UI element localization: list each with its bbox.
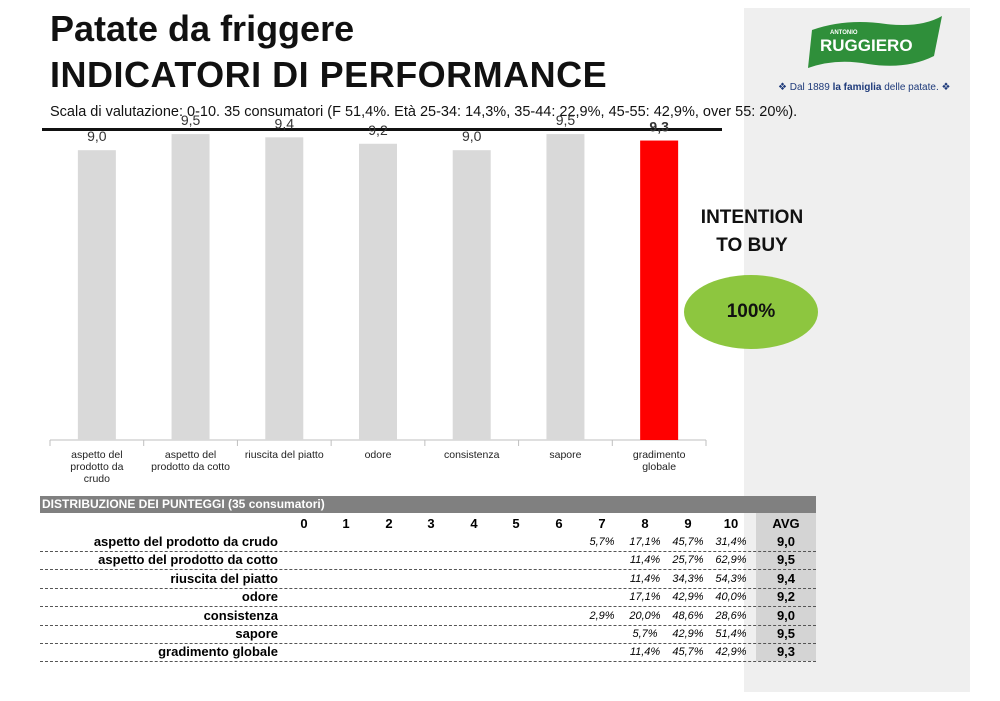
row-divider [40,587,816,589]
category-label: aspetto del [165,449,216,461]
score-header: 5 [512,516,520,531]
percent-cell: 48,6% [672,609,704,622]
row-label: consistenza [203,607,278,623]
avg-header: AVG [772,516,800,531]
ruggiero-logo: ANTONIO RUGGIERO [808,16,942,68]
bar-value-label: 9,5 [181,112,201,128]
row-label: riuscita del piatto [170,570,278,586]
row-divider [40,606,816,608]
percent-cell: 25,7% [672,554,704,567]
row-avg: 9,0 [776,534,796,549]
bar-value-label: 9,2 [368,122,388,138]
percent-cell: 17,1% [629,536,661,548]
percent-cell: 17,1% [629,591,661,604]
category-label: prodotto da cotto [151,461,230,473]
bar-7 [640,140,679,441]
row-avg: 9,5 [776,626,796,641]
score-header: 6 [555,516,563,531]
intention-label-line1: INTENTION [700,207,804,228]
bar-1 [77,150,116,440]
row-avg: 9,2 [776,589,796,605]
leaf-icon: ❖ [778,82,790,93]
bar-6 [546,134,585,440]
row-label: gradimento globale [158,644,278,660]
category-label: consistenza [444,449,500,461]
row-label: aspetto del prodotto da crudo [93,534,278,549]
row-divider [40,661,816,663]
logo-name-text: RUGGIERO [820,36,913,55]
avg-column-bg [756,513,816,661]
percent-cell: 28,6% [715,609,747,622]
percent-cell: 2,9% [589,609,615,622]
row-label: sapore [235,626,278,641]
category-label: sapore [549,449,581,461]
percent-cell: 5,7% [632,628,658,640]
score-header: 3 [427,516,435,531]
score-header: 10 [723,516,739,531]
intention-to-buy-label: INTENTION TO BUY [684,204,820,260]
row-divider [40,624,816,626]
score-header: 9 [684,516,692,531]
page-subtitle: Scala di valutazione: 0-10. 35 consumato… [50,104,798,120]
intention-label-line2: TO BUY [716,235,788,256]
row-avg: 9,0 [776,607,796,623]
percent-cell: 42,9% [672,591,704,604]
bar-value-label: 9,0 [87,128,107,144]
category-label: crudo [84,473,110,485]
percent-cell: 45,7% [672,646,704,659]
percent-cell: 11,4% [629,554,661,567]
percent-cell: 42,9% [672,628,704,640]
score-header: 8 [641,516,649,531]
percent-cell: 34,3% [672,572,704,585]
percent-cell: 20,0% [629,609,661,622]
percent-cell: 51,4% [715,628,747,640]
distribution-title: DISTRIBUZIONE DEI PUNTEGGI (35 consumato… [40,496,816,513]
category-label: prodotto da [70,461,123,473]
title-divider [42,128,722,131]
bar-3 [265,137,304,440]
row-divider [40,643,816,644]
row-divider [40,569,816,571]
bar-value-label: 9,4 [275,115,295,131]
bar-5 [452,150,491,440]
percent-cell: 45,7% [672,536,704,548]
brand-tagline: ❖ Dal 1889 la famiglia delle patate. ❖ [778,82,951,93]
row-avg: 9,4 [776,570,796,586]
category-label: riuscita del piatto [245,449,324,461]
percent-cell: 54,3% [715,572,747,585]
percent-cell: 42,9% [715,646,747,659]
intention-to-buy-badge: 100% [684,275,818,349]
score-header: 0 [300,516,308,531]
bar-value-label: 9,0 [462,128,482,144]
row-avg: 9,3 [776,644,796,660]
score-header: 4 [470,516,478,531]
bar-value-label: 9,5 [556,112,576,128]
category-label: odore [365,449,392,461]
percent-cell: 11,4% [629,646,661,659]
score-header: 2 [385,516,393,531]
category-label: gradimento [633,449,686,461]
leaf-icon: ❖ [938,82,951,93]
score-header: 7 [598,516,606,531]
percent-cell: 5,7% [589,536,615,548]
percent-cell: 11,4% [629,572,661,585]
bar-2 [171,134,210,440]
bar-value-label: 9,3 [649,119,669,135]
category-label: globale [642,461,676,473]
logo-small-text: ANTONIO [830,30,858,36]
percent-cell: 62,9% [715,554,747,567]
row-avg: 9,5 [776,552,796,568]
percent-cell: 40,0% [715,591,747,604]
bar-4 [359,143,397,440]
category-label: aspetto del [71,449,122,461]
score-header: 1 [342,516,350,531]
row-label: odore [241,589,278,605]
row-divider [40,551,816,552]
row-label: aspetto del prodotto da cotto [98,552,278,568]
percent-cell: 31,4% [715,536,747,548]
page-title: Patate da friggere [50,8,355,49]
page-heading: INDICATORI DI PERFORMANCE [50,54,608,95]
